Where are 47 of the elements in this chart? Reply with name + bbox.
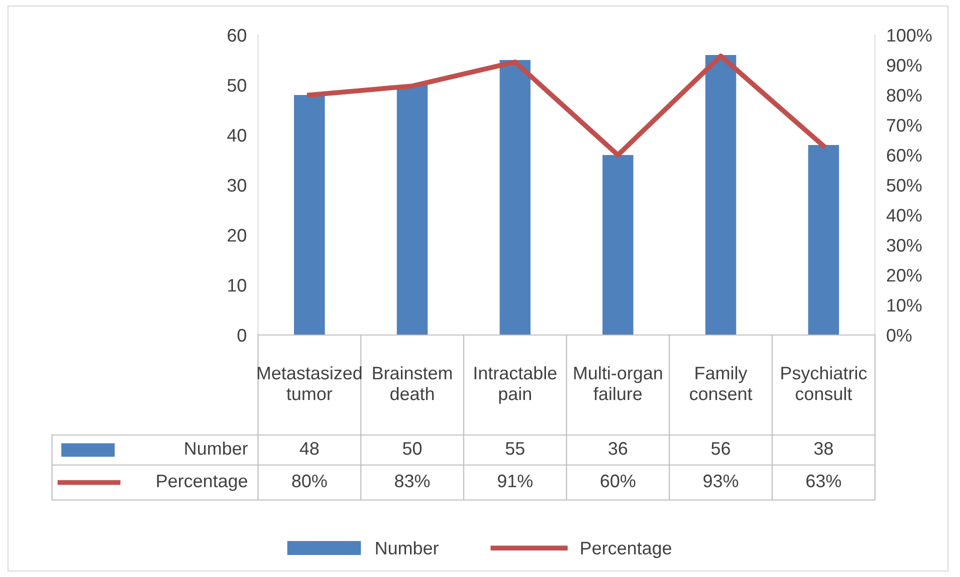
- y2-tick-label: 30%: [886, 238, 922, 252]
- y2-tick-label: 50%: [886, 178, 922, 192]
- text: Number: [185, 442, 248, 455]
- data-label: 55: [506, 442, 524, 455]
- y-tick-label: 50: [228, 78, 246, 92]
- bar: [808, 145, 840, 335]
- line-series: [306, 54, 826, 158]
- data-label: 36: [608, 442, 628, 455]
- text: Percentage: [581, 542, 672, 558]
- x-tick-label: Family consent: [690, 366, 752, 400]
- y2-tick-label: 40%: [886, 208, 922, 222]
- legend-label: Number: [376, 541, 439, 555]
- data-label: 93%: [704, 474, 738, 488]
- bar: [500, 60, 531, 335]
- y2-tick-label: 100%: [887, 28, 932, 42]
- y2-tick-label: 60%: [887, 148, 922, 162]
- y2-tick-label: 90%: [886, 58, 922, 72]
- y-tick-label: 40: [227, 128, 246, 142]
- data-label: 50: [402, 442, 422, 455]
- x-tick-label: Intractable pain: [474, 366, 556, 404]
- data-label: 63%: [806, 474, 842, 488]
- bar: [396, 85, 428, 335]
- x-tick-label: Multi-organ failure: [574, 366, 662, 400]
- y2-tick-label: 20%: [887, 268, 922, 282]
- y-tick-label: 30: [227, 178, 246, 192]
- y2-tick-label: 70%: [887, 118, 922, 132]
- x-tick-label: Metastasized tumor: [258, 366, 362, 400]
- bar: [602, 155, 634, 335]
- bar: [705, 55, 736, 335]
- data-label: 83%: [394, 474, 430, 488]
- x-tick-label: Brainstem death: [373, 366, 452, 400]
- data-label: 56: [711, 442, 730, 455]
- data-label: 48: [300, 442, 319, 455]
- y2-tick-label: 10%: [887, 298, 922, 312]
- data-label: 38: [814, 442, 833, 455]
- data-label: 60%: [600, 474, 636, 488]
- y-tick-label: 20: [228, 228, 246, 242]
- y2-tick-label: 0%: [886, 328, 912, 342]
- bar: [294, 95, 325, 335]
- y2-tick-label: 80%: [886, 88, 922, 102]
- data-label: 80%: [292, 474, 327, 488]
- y-tick-label: 10: [228, 278, 246, 292]
- y-tick-label: 60: [228, 28, 246, 42]
- legend-label: Percentage: [157, 474, 248, 491]
- x-tick-label: Psychiatric consult: [781, 366, 867, 400]
- data-label: 91%: [498, 474, 533, 488]
- y-tick-label: 0: [238, 328, 246, 342]
